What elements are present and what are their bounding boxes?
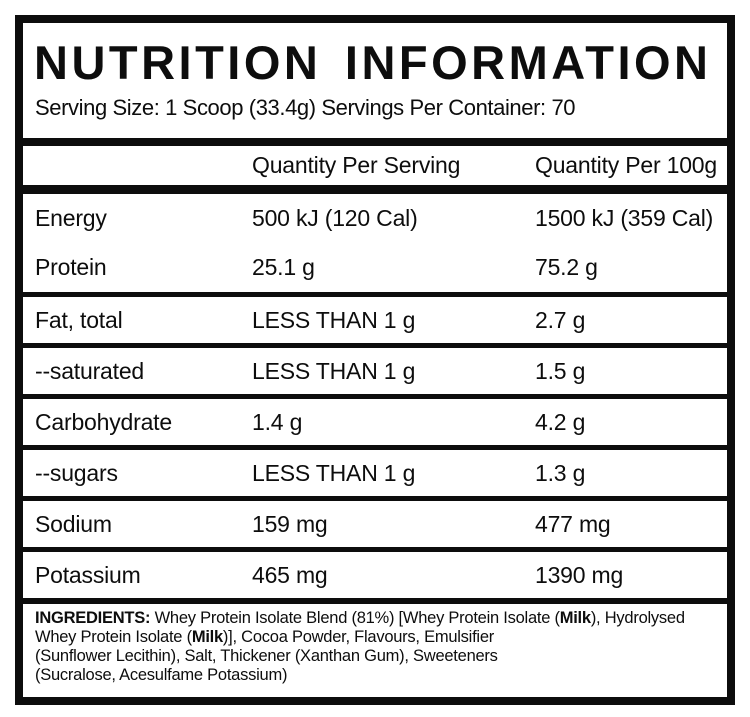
table-row: Protein 25.1 g 75.2 g: [23, 243, 727, 292]
column-header-per-100g: Quantity Per 100g: [535, 152, 717, 178]
per-100g-value: 1500 kJ (359 Cal): [535, 205, 714, 231]
per-100g-value: 1.5 g: [535, 357, 586, 384]
row-divider: [23, 547, 727, 552]
row-divider: [23, 343, 727, 348]
per-serving-value: LESS THAN 1 g: [252, 459, 416, 486]
nutrition-rows: Energy 500 kJ (120 Cal) 1500 kJ (359 Cal) P…: [23, 194, 727, 598]
per-serving-value: LESS THAN 1 g: [252, 306, 416, 333]
ingredients-section: INGREDIENTS: Whey Protein Isolate Blend …: [23, 604, 727, 697]
nutrient-name: Energy: [35, 205, 107, 231]
per-100g-value: 4.2 g: [535, 408, 586, 435]
ingredients-line: (Sucralose, Acesulfame Potassium): [35, 666, 288, 684]
ingredients-line: (Sunflower Lecithin), Salt, Thickener (X…: [35, 647, 498, 665]
label-header-section: NUTRITION INFORMATION Serving Size: 1 Sc…: [23, 23, 727, 138]
table-row: --saturated LESS THAN 1 g 1.5 g: [23, 348, 727, 394]
row-divider: [23, 496, 727, 501]
column-header-per-serving: Quantity Per Serving: [252, 152, 461, 178]
per-serving-value: 159 mg: [252, 510, 328, 537]
per-100g-value: 1.3 g: [535, 459, 586, 486]
per-100g-value: 75.2 g: [535, 254, 598, 280]
table-row: Energy 500 kJ (120 Cal) 1500 kJ (359 Cal): [23, 194, 727, 243]
nutrient-name: Sodium: [35, 510, 112, 537]
header-divider-top: [23, 138, 727, 146]
nutrient-name: Protein: [35, 254, 107, 280]
nutrition-label: NUTRITION INFORMATION Serving Size: 1 Sc…: [15, 15, 735, 705]
per-100g-value: 477 mg: [535, 510, 611, 537]
table-row: Fat, total LESS THAN 1 g 2.7 g: [23, 297, 727, 343]
row-divider: [23, 445, 727, 450]
nutrient-name: --sugars: [35, 459, 118, 486]
per-100g-value: 1390 mg: [535, 561, 624, 588]
nutrient-name: --saturated: [35, 357, 145, 384]
per-100g-value: 2.7 g: [535, 306, 586, 333]
nutrient-name: Fat, total: [35, 306, 123, 333]
ingredients-divider: [23, 598, 727, 604]
per-serving-value: 1.4 g: [252, 408, 303, 435]
table-row: --sugars LESS THAN 1 g 1.3 g: [23, 450, 727, 496]
nutrient-name: Carbohydrate: [35, 408, 172, 435]
per-serving-value: 500 kJ (120 Cal): [252, 205, 418, 231]
per-serving-value: 465 mg: [252, 561, 328, 588]
table-row: Carbohydrate 1.4 g 4.2 g: [23, 399, 727, 445]
header-divider-bottom: [23, 185, 727, 194]
table-row: Potassium 465 mg 1390 mg: [23, 552, 727, 598]
per-serving-value: 25.1 g: [252, 254, 315, 280]
serving-info: Serving Size: 1 Scoop (33.4g) Servings P…: [35, 94, 576, 120]
ingredients-line: Whey Protein Isolate (Milk)], Cocoa Powd…: [35, 628, 495, 646]
table-header-row: Quantity Per Serving Quantity Per 100g: [23, 146, 727, 185]
per-serving-value: LESS THAN 1 g: [252, 357, 416, 384]
table-row: Sodium 159 mg 477 mg: [23, 501, 727, 547]
row-divider: [23, 292, 727, 297]
ingredients-line: INGREDIENTS: Whey Protein Isolate Blend …: [35, 609, 685, 627]
row-divider: [23, 394, 727, 399]
label-title: NUTRITION INFORMATION: [34, 36, 712, 89]
nutrient-name: Potassium: [35, 561, 141, 588]
